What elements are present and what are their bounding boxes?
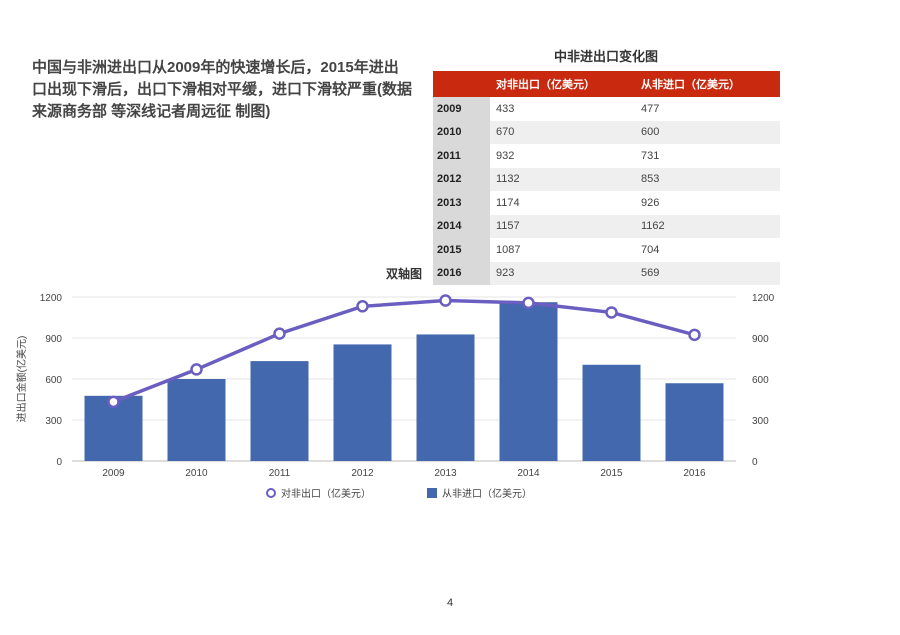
y-tick-right: 900	[752, 334, 769, 345]
year-cell: 2016	[433, 261, 490, 285]
point-export	[273, 327, 286, 340]
value-cell: 1174	[490, 191, 635, 215]
y-tick-right: 0	[752, 457, 758, 468]
table-row: 2015 1087 704	[433, 238, 780, 262]
value-cell: 932	[490, 144, 635, 168]
point-export	[688, 328, 701, 342]
legend-line-marker	[266, 488, 276, 498]
table-header	[433, 71, 490, 97]
y-tick-right: 1200	[752, 293, 775, 304]
table-header: 从非进口（亿美元）	[635, 71, 780, 97]
year-cell: 2013	[433, 191, 490, 215]
value-cell: 600	[635, 120, 780, 144]
line-export	[112, 298, 695, 404]
caption: 中国与非洲进出口从2009年的快速增长后，2015年进出口出现下滑后，出口下滑相…	[32, 59, 412, 120]
bar-import	[333, 344, 392, 461]
value-cell: 569	[635, 261, 780, 285]
year-cell: 2010	[433, 120, 490, 144]
value-cell: 433	[490, 97, 635, 121]
year-cell: 2015	[433, 238, 490, 262]
table-row: 2016 923 569	[433, 261, 780, 285]
bar-import	[499, 302, 558, 461]
bar-import	[665, 383, 724, 461]
point-export	[356, 300, 369, 313]
bar-import	[416, 334, 475, 461]
table-row: 2010 670 600	[433, 120, 780, 144]
bar-import	[250, 361, 309, 461]
legend-import-label: 从非进口（亿美元）	[442, 487, 532, 500]
value-cell: 923	[490, 261, 635, 285]
table-row: 2013 1174 926	[433, 191, 780, 215]
x-tick: 2009	[102, 468, 125, 479]
table-row: 2009 433 477	[433, 97, 780, 121]
table-header: 对非出口（亿美元）	[490, 71, 635, 97]
y-tick-left: 0	[56, 457, 62, 468]
value-cell: 926	[635, 191, 780, 215]
bar-import	[582, 364, 641, 461]
y-tick-left: 1200	[40, 293, 63, 304]
chart-title: 双轴图	[386, 266, 422, 281]
value-cell: 731	[635, 144, 780, 168]
page-number: 4	[446, 597, 454, 609]
table-row: 2014 1157 1162	[433, 214, 780, 238]
value-cell: 853	[635, 167, 780, 191]
x-tick: 2015	[600, 468, 623, 479]
x-tick: 2013	[434, 468, 457, 479]
value-cell: 1157	[490, 214, 635, 238]
value-cell: 670	[490, 120, 635, 144]
point-export	[190, 363, 203, 376]
legend-export-label: 对非出口（亿美元）	[281, 487, 371, 500]
value-cell: 704	[635, 238, 780, 262]
value-cell: 1132	[490, 167, 635, 191]
year-cell: 2012	[433, 167, 490, 191]
x-tick: 2012	[351, 468, 374, 479]
x-tick: 2011	[269, 468, 291, 479]
year-cell: 2009	[433, 97, 490, 121]
y-axis-label: 进出口金额(亿美元)	[15, 336, 28, 423]
y-tick-left: 600	[45, 375, 62, 386]
dual-axis-chart: 双轴图 0 0 300 300 600 600 900 900 1200 1200 进出口金额(亿美元…	[15, 266, 775, 500]
y-tick-right: 300	[752, 416, 769, 427]
point-export	[522, 296, 535, 310]
table-row: 2011 932 731	[433, 144, 780, 168]
point-export	[605, 306, 618, 319]
x-tick: 2016	[683, 468, 706, 479]
data-table: 对非出口（亿美元） 从非进口（亿美元） 2009 433 477 2010 670 600 2…	[433, 71, 780, 285]
point-export	[107, 395, 120, 409]
value-cell: 1162	[635, 214, 780, 238]
point-export	[439, 294, 452, 307]
year-cell: 2011	[433, 144, 490, 168]
y-tick-left: 900	[45, 334, 62, 345]
x-tick: 2014	[517, 468, 540, 479]
y-tick-right: 600	[752, 375, 769, 386]
x-tick: 2010	[185, 468, 208, 479]
bar-import	[167, 379, 226, 461]
year-cell: 2014	[433, 214, 490, 238]
value-cell: 1087	[490, 238, 635, 262]
y-tick-left: 300	[45, 416, 62, 427]
value-cell: 477	[635, 97, 780, 121]
legend-bar-marker	[427, 488, 437, 498]
table-row: 2012 1132 853	[433, 167, 780, 191]
table-title: 中非进出口变化图	[553, 49, 658, 64]
